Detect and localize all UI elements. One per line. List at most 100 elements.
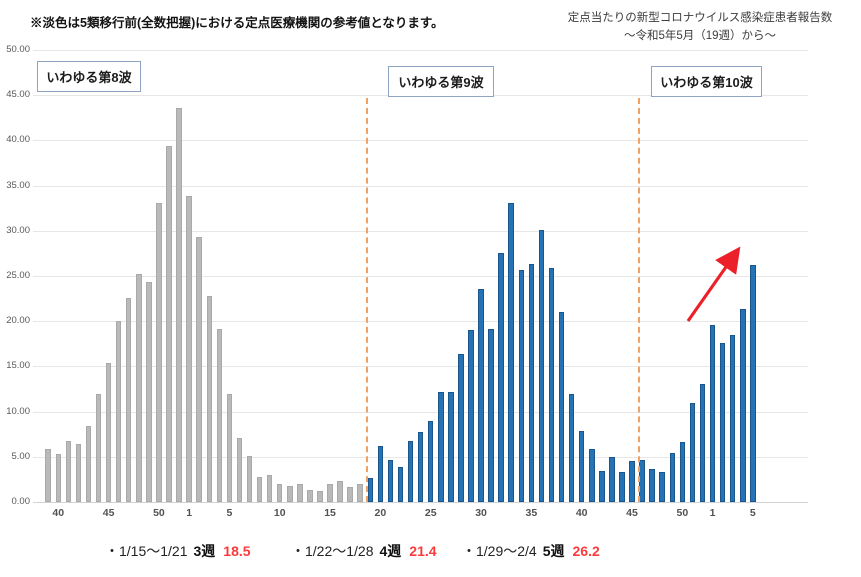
x-axis-tick-label: 40 — [52, 507, 65, 519]
y-axis-tick-label: 30.00 — [6, 224, 30, 236]
bar-sentinel — [619, 472, 625, 502]
bar-sentinel — [417, 432, 424, 502]
y-axis-tick-label: 20.00 — [6, 315, 30, 327]
bar-pre-transition — [216, 329, 223, 502]
bar-sentinel — [518, 269, 525, 502]
bar-sentinel — [558, 312, 565, 502]
bar-sentinel — [538, 229, 545, 502]
bar-sentinel — [528, 264, 535, 502]
bar-pre-transition — [176, 107, 182, 502]
annotation-week4-week: 4週 — [379, 543, 402, 559]
bar-sentinel — [729, 334, 736, 502]
bar-pre-transition — [266, 474, 273, 502]
bar-sentinel — [548, 267, 555, 502]
annotation-week5-week: 5週 — [542, 543, 565, 559]
bar-pre-transition — [146, 282, 152, 502]
gridline — [33, 366, 808, 368]
bar-sentinel — [387, 460, 394, 502]
annotation-week5: ・1/29～2/4 5週 26.2 — [462, 541, 600, 561]
y-axis-tick-label: 5.00 — [11, 450, 31, 462]
wave9-label-box: いわゆる第9波 — [388, 66, 494, 97]
bar-sentinel — [719, 342, 726, 502]
x-axis-tick-label: 45 — [102, 507, 115, 519]
bar-pre-transition — [75, 444, 82, 502]
bar-pre-transition — [256, 476, 263, 502]
bar-pre-transition — [95, 393, 102, 502]
wave-divider-line — [365, 98, 368, 502]
bar-sentinel — [578, 430, 585, 502]
bar-sentinel — [498, 253, 504, 502]
gridline — [33, 185, 808, 187]
y-axis-tick-label: 15.00 — [6, 360, 30, 372]
y-axis-tick-label: 40.00 — [6, 134, 30, 146]
bar-sentinel — [468, 330, 474, 502]
x-axis-tick-label: 15 — [324, 507, 336, 519]
x-axis-tick-label: 10 — [273, 507, 286, 519]
x-axis-tick-label: 40 — [575, 507, 588, 519]
bar-pre-transition — [307, 490, 313, 502]
gridline — [33, 230, 808, 232]
bar-sentinel — [367, 478, 374, 502]
x-axis-tick-label: 1 — [186, 507, 193, 519]
gridline — [33, 321, 808, 323]
bar-pre-transition — [186, 196, 192, 502]
bar-pre-transition — [45, 448, 51, 502]
bar-pre-transition — [55, 454, 62, 502]
bar-pre-transition — [236, 437, 243, 502]
bar-sentinel — [448, 391, 454, 502]
bar-sentinel — [427, 420, 434, 502]
y-axis-tick-label: 35.00 — [6, 179, 30, 191]
annotation-week4-date: ・1/22～1/28 — [291, 543, 374, 559]
x-axis-tick-label: 35 — [525, 507, 538, 519]
chart-note: ※淡色は5類移行前(全数把握)における定点医療機関の参考値となります。 — [30, 16, 444, 30]
x-axis-tick-label: 1 — [709, 507, 716, 519]
bar-pre-transition — [206, 295, 212, 502]
annotation-week5-date: ・1/29～2/4 — [462, 543, 537, 559]
bar-sentinel — [438, 391, 444, 502]
x-axis-tick-label: 5 — [226, 507, 233, 519]
wave8-label-box: いわゆる第8波 — [37, 61, 141, 92]
chart-title-line1: 定点当たりの新型コロナウイルス感染症患者報告数 — [567, 12, 833, 24]
x-axis-tick-label: 5 — [749, 507, 756, 519]
x-axis-tick-label: 25 — [424, 507, 437, 519]
bar-pre-transition — [115, 321, 122, 502]
bar-sentinel — [397, 466, 404, 502]
bar-sentinel — [689, 403, 696, 502]
wave10-label-box: いわゆる第10波 — [651, 66, 762, 97]
bar-pre-transition — [357, 483, 363, 502]
x-axis-tick-label: 20 — [374, 507, 387, 519]
annotation-week3: ・1/15～1/21 3週 18.5 — [105, 541, 251, 561]
x-axis-tick-label: 45 — [626, 507, 638, 519]
bar-pre-transition — [226, 393, 233, 502]
bar-sentinel — [699, 384, 706, 502]
annotation-week4: ・1/22～1/28 4週 21.4 — [291, 541, 437, 561]
bar-pre-transition — [317, 491, 323, 502]
annotation-week3-value: 18.5 — [223, 543, 251, 559]
bar-sentinel — [649, 468, 655, 502]
x-axis-tick-label: 30 — [475, 507, 487, 519]
bar-sentinel — [679, 442, 686, 502]
gridline — [33, 140, 808, 142]
trend-arrow-icon — [686, 246, 741, 322]
bar-pre-transition — [125, 297, 132, 502]
bar-pre-transition — [85, 426, 92, 502]
y-axis-tick-label: 25.00 — [6, 270, 30, 281]
y-axis-tick-label: 45.00 — [6, 89, 30, 101]
bar-sentinel — [709, 324, 716, 502]
annotation-week5-value: 26.2 — [572, 543, 600, 559]
x-axis-tick-label: 50 — [153, 507, 165, 519]
annotation-week4-value: 21.4 — [409, 543, 437, 559]
bar-pre-transition — [105, 362, 112, 502]
y-axis-tick-label: 0.00 — [11, 496, 31, 507]
bar-pre-transition — [287, 485, 293, 502]
gridline — [33, 411, 808, 413]
bar-sentinel — [599, 471, 605, 502]
bar-sentinel — [508, 202, 514, 502]
bar-pre-transition — [166, 145, 172, 502]
bar-pre-transition — [136, 274, 142, 502]
bar-sentinel — [669, 453, 676, 502]
bar-sentinel — [609, 456, 615, 502]
gridline — [33, 50, 808, 51]
bar-pre-transition — [65, 440, 72, 502]
chart-title-line2: ～令和5年5月（19週）から～ — [623, 30, 777, 43]
